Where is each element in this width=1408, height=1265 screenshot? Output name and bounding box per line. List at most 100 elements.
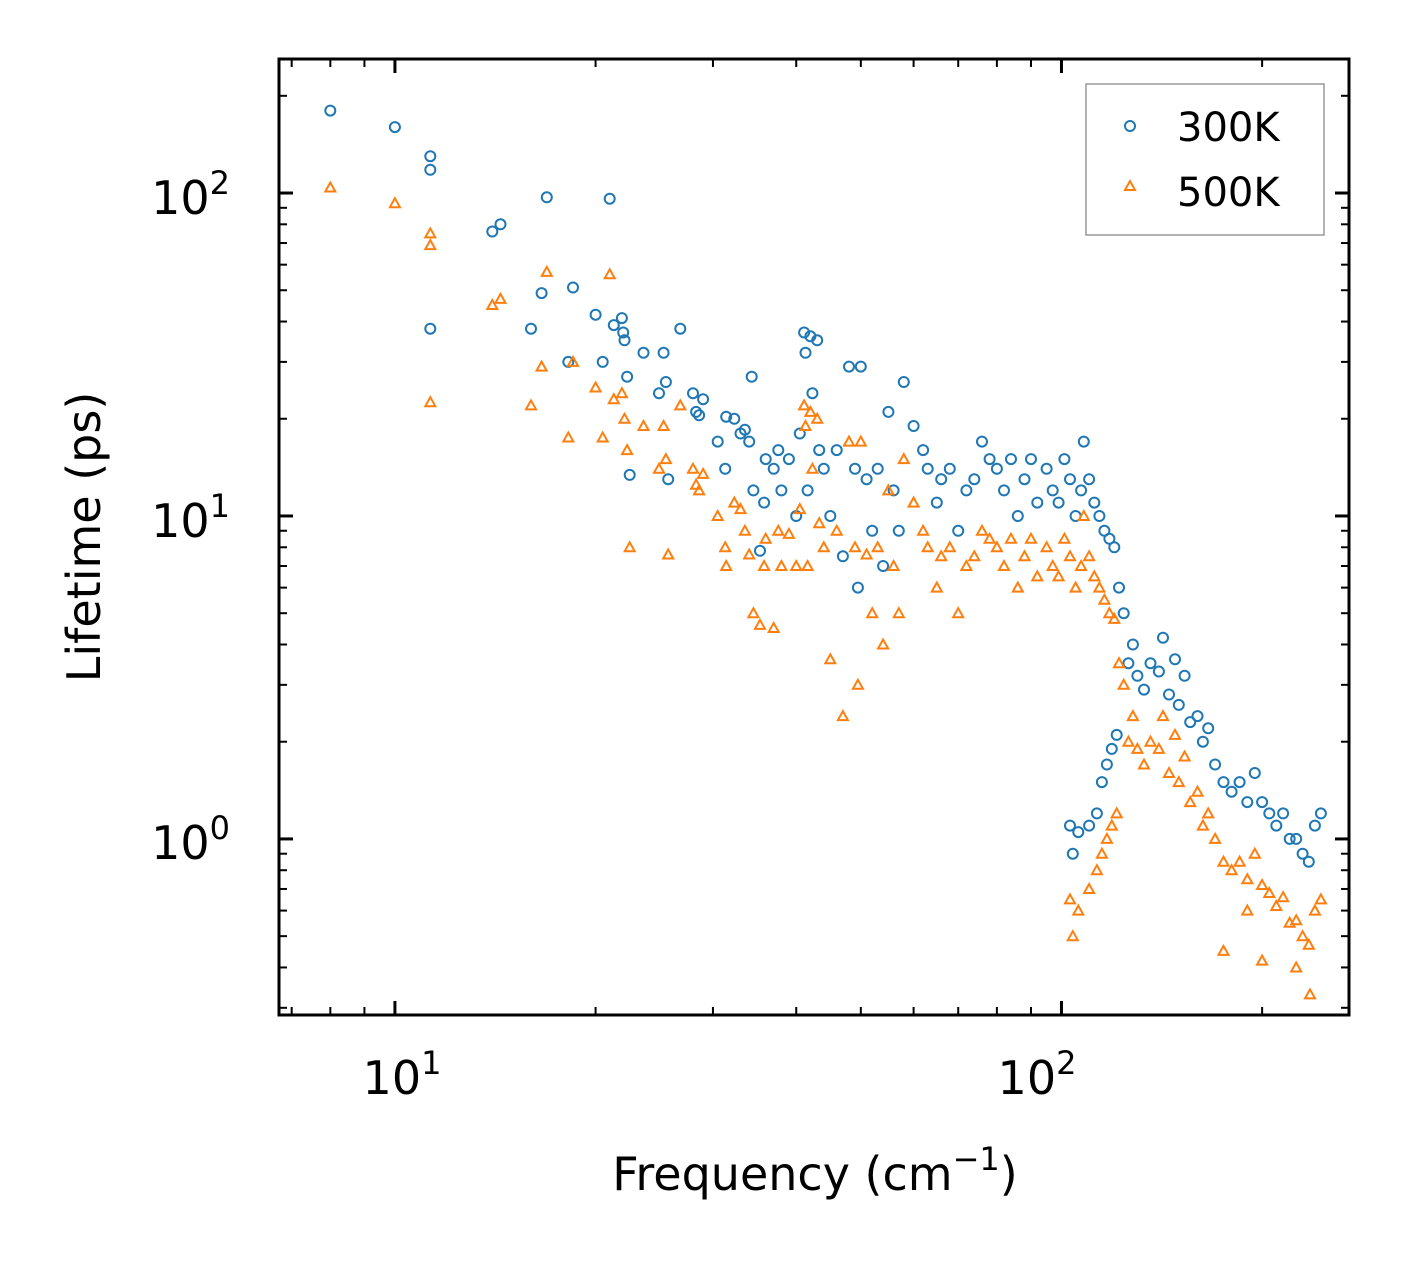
data-point-500k (656, 418, 671, 431)
data-point-300k (1103, 532, 1116, 545)
data-point-500k (733, 502, 748, 515)
data-point-500k (1137, 757, 1151, 770)
data-point-300k (990, 462, 1003, 475)
data-point-300k (817, 462, 830, 475)
data-point-300k (1241, 796, 1254, 809)
data-point-500k (1162, 765, 1176, 778)
data-point-300k (690, 405, 703, 418)
data-point-300k (1072, 826, 1085, 839)
data-point-300k (1046, 484, 1059, 497)
legend-label-300k: 300K (1177, 105, 1281, 151)
data-point-500k (1156, 709, 1170, 722)
data-point-300k (806, 387, 819, 400)
data-point-500k (1011, 580, 1025, 593)
data-point-500k (1276, 890, 1290, 903)
data-point-300k (976, 435, 988, 448)
data-point-300k (1075, 484, 1088, 497)
data-point-500k (388, 196, 402, 209)
data-point-500k (1066, 929, 1080, 942)
data-point-300k (892, 524, 905, 537)
data-point-500k (1295, 929, 1310, 942)
data-point-500k (1105, 818, 1119, 831)
data-point-300k (1296, 847, 1309, 860)
data-point-500k (1201, 806, 1215, 819)
data-point-300k (1105, 742, 1118, 755)
data-point-500k (854, 434, 868, 447)
legend-marker-300k (1124, 120, 1136, 132)
data-point-300k (486, 225, 499, 238)
data-point-300k (813, 444, 826, 457)
data-point-300k (1100, 758, 1113, 771)
data-point-500k (738, 523, 752, 536)
data-point-500k (746, 606, 761, 619)
data-point-500k (652, 461, 666, 474)
data-point-500k (881, 483, 896, 496)
data-point-500k (789, 558, 803, 571)
data-point-500k (423, 238, 437, 251)
data-point-300k (424, 322, 437, 335)
data-point-500k (1196, 818, 1210, 831)
data-point-300k (866, 524, 879, 537)
data-point-500k (423, 395, 437, 408)
data-point-300k (603, 192, 616, 205)
data-point-500k (1303, 987, 1317, 1000)
y-tick-label-10: 101 (151, 487, 230, 548)
data-point-500k (805, 461, 820, 474)
data-point-500k (886, 558, 901, 571)
data-point-300k (621, 370, 634, 383)
data-point-300k (1093, 510, 1106, 522)
data-point-300k (1031, 496, 1044, 509)
data-point-300k (1095, 776, 1108, 789)
data-point-500k (711, 508, 725, 521)
data-point-500k (892, 606, 906, 619)
data-point-500k (636, 418, 651, 431)
data-point-300k (943, 462, 956, 475)
data-point-300k (1077, 435, 1090, 448)
data-point-500k (727, 495, 741, 508)
major-ticks (279, 59, 1349, 1015)
data-point-500k (1216, 943, 1231, 956)
data-point-500k (1314, 892, 1328, 905)
data-point-500k (774, 558, 789, 571)
data-point-500k (1057, 531, 1072, 544)
data-point-300k (1178, 669, 1191, 682)
data-point-500k (1087, 569, 1101, 582)
data-point-500k (603, 267, 617, 280)
data-point-300k (1172, 698, 1185, 711)
data-point-300k (983, 453, 996, 466)
data-point-300k (772, 444, 785, 457)
data-point-500k (540, 264, 554, 277)
data-point-300k (1163, 688, 1175, 701)
data-point-300k (767, 462, 780, 475)
data-point-500k (1308, 903, 1322, 916)
data-point-500k (897, 452, 911, 465)
data-point-300k (711, 435, 724, 448)
data-point-300k (860, 473, 873, 486)
data-point-500k (1090, 863, 1104, 876)
data-point-300k (1152, 665, 1165, 678)
data-point-500k (620, 443, 634, 456)
data-point-500k (534, 359, 549, 372)
data-point-500k (1302, 937, 1316, 950)
data-point-500k (1039, 540, 1054, 553)
data-point-300k (657, 346, 670, 359)
legend: 300K 500K (1085, 83, 1325, 236)
data-point-300k (1058, 453, 1071, 466)
data-point-300k (1088, 496, 1101, 509)
data-point-300k (1263, 807, 1276, 820)
data-point-300k (1083, 473, 1096, 486)
y-tick-label-1: 100 (151, 809, 230, 870)
data-point-500k (742, 547, 756, 560)
data-point-500k (1097, 592, 1112, 605)
data-point-300k (617, 326, 630, 339)
data-point-500k (493, 291, 508, 304)
data-point-500k (1117, 677, 1131, 690)
data-point-300k (968, 473, 981, 486)
data-point-500k (848, 540, 862, 553)
data-point-300k (782, 453, 795, 466)
data-point-300k (1217, 776, 1230, 789)
data-point-500k (1071, 903, 1085, 916)
data-point-300k (567, 281, 579, 294)
data-point-300k (1025, 453, 1037, 466)
